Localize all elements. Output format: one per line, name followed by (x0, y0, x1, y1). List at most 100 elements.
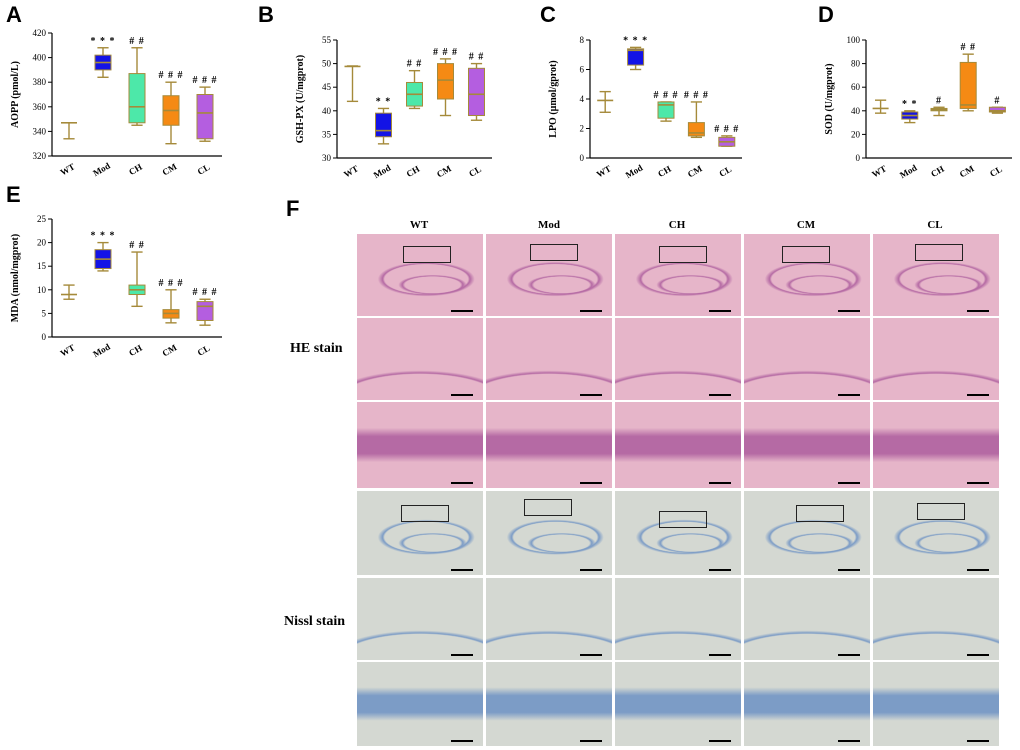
micrograph-he-wt-overview (357, 234, 483, 316)
scale-bar (451, 569, 473, 571)
x-tick-label-b: CM (435, 163, 453, 179)
box-c-mod (627, 48, 645, 66)
y-axis-label-b: GSH-PX (U/mgprot) (295, 55, 306, 143)
significance-label-b-cm: # # # (433, 47, 458, 58)
scale-bar (709, 740, 731, 742)
y-tick-label-b: 35 (322, 129, 332, 139)
micrograph-nissl-mod-overview (486, 491, 612, 575)
scale-bar (451, 394, 473, 396)
micrograph-he-cm-overview (744, 234, 870, 316)
micrograph-he-mod-overview (486, 234, 612, 316)
x-tick-label-a: Mod (91, 161, 112, 179)
y-tick-label-c: 8 (580, 35, 585, 45)
significance-label-a-cm: # # # (159, 70, 184, 81)
scale-bar (967, 654, 989, 656)
region-of-interest-box (403, 246, 451, 263)
x-tick-label-c: CM (686, 163, 704, 179)
significance-label-c-ch: # # # (654, 90, 679, 101)
micrograph-nissl-ch-high-zoom (615, 662, 741, 746)
box-b-cm (437, 63, 454, 100)
micrograph-he-cm-high-zoom (744, 402, 870, 488)
significance-label-d-mod: * * (902, 99, 918, 110)
column-header-cl: CL (927, 219, 943, 231)
significance-label-d-ch: # (936, 95, 942, 106)
x-tick-label-d: CH (929, 164, 946, 179)
y-tick-label-a: 360 (33, 102, 47, 112)
y-tick-label-a: 420 (33, 28, 47, 38)
significance-label-c-mod: * * * (623, 35, 648, 46)
y-tick-label-b: 55 (322, 35, 332, 45)
y-tick-label-e: 15 (37, 261, 47, 271)
significance-label-e-cl: # # # (193, 287, 218, 298)
scale-bar (580, 654, 602, 656)
y-tick-label-e: 10 (37, 285, 47, 295)
micrograph-nissl-ch-mid-zoom (615, 578, 741, 660)
region-of-interest-box (659, 246, 707, 263)
y-tick-label-d: 60 (851, 82, 861, 92)
micrograph-he-ch-mid-zoom (615, 318, 741, 400)
micrograph-he-cl-high-zoom (873, 402, 999, 488)
x-tick-label-e: CM (161, 342, 179, 358)
y-tick-label-c: 6 (580, 65, 585, 75)
y-tick-label-d: 40 (851, 106, 861, 116)
x-tick-label-a: WT (58, 161, 76, 177)
box-b-cl (468, 67, 485, 117)
significance-label-e-ch: # # (129, 240, 145, 251)
micrograph-nissl-mod-mid-zoom (486, 578, 612, 660)
region-of-interest-box (782, 246, 830, 263)
box-c-cm (687, 122, 705, 137)
micrograph-nissl-cm-high-zoom (744, 662, 870, 746)
significance-label-c-cl: # # # (714, 124, 739, 135)
y-tick-label-a: 380 (33, 77, 47, 87)
scale-bar (709, 394, 731, 396)
x-tick-label-c: CL (717, 164, 733, 179)
x-tick-label-c: CH (656, 164, 673, 179)
y-tick-label-e: 0 (42, 332, 47, 342)
region-of-interest-box (917, 503, 965, 520)
x-tick-label-d: CL (988, 164, 1004, 179)
box-d-cm (959, 61, 977, 109)
scale-bar (451, 654, 473, 656)
scale-bar (838, 482, 860, 484)
significance-label-a-cl: # # # (193, 75, 218, 86)
micrograph-he-mod-mid-zoom (486, 318, 612, 400)
micrograph-nissl-cl-mid-zoom (873, 578, 999, 660)
x-tick-label-c: Mod (624, 163, 645, 181)
x-tick-label-d: Mod (898, 163, 919, 181)
significance-label-e-cm: # # # (159, 278, 184, 289)
micrograph-nissl-cm-overview (744, 491, 870, 575)
scale-bar (967, 394, 989, 396)
scale-bar (580, 569, 602, 571)
panel-letter-d: D (818, 2, 834, 27)
scale-bar (580, 310, 602, 312)
micrograph-he-ch-high-zoom (615, 402, 741, 488)
micrograph-he-cm-mid-zoom (744, 318, 870, 400)
y-tick-label-c: 2 (580, 124, 585, 134)
x-tick-label-d: CM (958, 163, 976, 179)
region-of-interest-box (796, 505, 844, 522)
y-tick-label-e: 25 (37, 214, 47, 224)
panel-letter-b: B (258, 2, 274, 27)
box-b-mod (375, 112, 392, 138)
scale-bar (838, 310, 860, 312)
y-tick-label-a: 340 (33, 126, 47, 136)
x-tick-label-b: CL (467, 164, 483, 179)
significance-label-d-cl: # (994, 95, 1000, 106)
scale-bar (451, 740, 473, 742)
scale-bar (967, 740, 989, 742)
panel-letter-e: E (6, 182, 21, 207)
region-of-interest-box (915, 244, 963, 261)
y-axis-label-a: AOPP (pmol/L) (10, 61, 21, 128)
y-tick-label-b: 50 (322, 59, 332, 69)
scale-bar (838, 740, 860, 742)
column-header-wt: WT (409, 219, 429, 231)
y-tick-label-a: 320 (33, 151, 47, 161)
region-of-interest-box (401, 505, 449, 522)
significance-label-b-ch: # # (407, 59, 423, 70)
region-of-interest-box (530, 244, 578, 261)
region-of-interest-box (524, 499, 572, 516)
x-tick-label-e: CL (196, 343, 212, 358)
scale-bar (580, 482, 602, 484)
micrograph-nissl-wt-high-zoom (357, 662, 483, 746)
